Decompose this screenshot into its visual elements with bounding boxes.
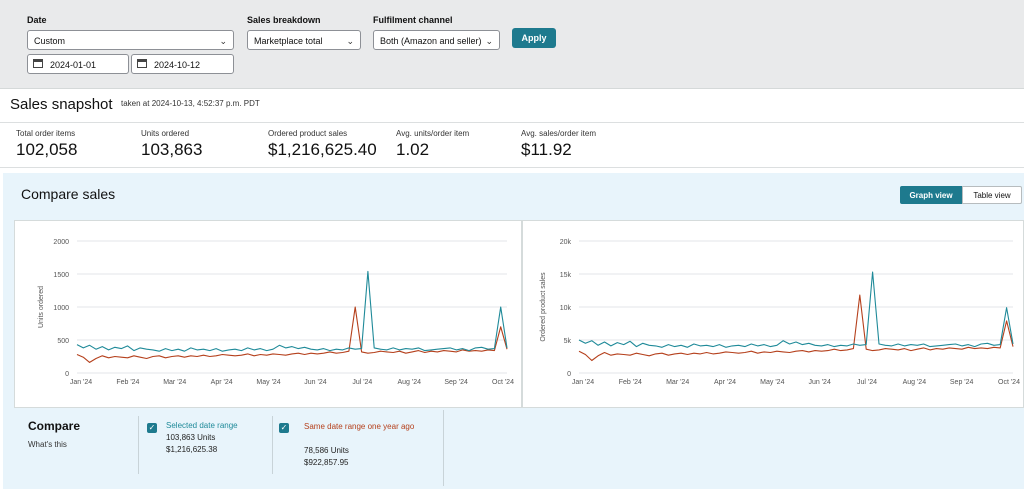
x-tick-label: Oct '24 bbox=[998, 379, 1020, 386]
prior-range-units: 78,586 Units bbox=[304, 446, 349, 455]
start-date-value: 2024-01-01 bbox=[50, 60, 97, 70]
metric-value: $1,216,625.40 bbox=[268, 140, 377, 159]
y-tick-label: 500 bbox=[57, 338, 69, 345]
date-preset-value: Custom bbox=[34, 36, 66, 46]
y-tick-label: 1000 bbox=[53, 305, 69, 312]
selected-range-units: 103,863 Units bbox=[166, 433, 216, 442]
y-tick-label: 5k bbox=[564, 338, 572, 345]
calendar-icon bbox=[137, 59, 147, 68]
whats-this-link[interactable]: What's this bbox=[28, 440, 67, 449]
x-tick-label: Jan '24 bbox=[70, 379, 92, 386]
chevron-down-icon: ⌄ bbox=[346, 36, 354, 46]
product-sales-chart: 20k 15k 10k 5k 0 Ordered product sales Jan '24… bbox=[522, 220, 1024, 408]
units-ordered-chart-svg: 2000 1500 1000 500 0 Units ordered Jan '24 Feb … bbox=[38, 239, 514, 386]
metric-value: 103,863 bbox=[141, 140, 203, 159]
y-tick-label: 0 bbox=[65, 371, 69, 378]
chevron-down-icon: ⌄ bbox=[485, 36, 493, 46]
fulfilment-channel-label: Fulfilment channel bbox=[373, 15, 453, 25]
x-tick-label: Mar '24 bbox=[163, 379, 186, 386]
metric-label: Avg. units/order item bbox=[396, 129, 470, 138]
x-tick-label: Jun '24 bbox=[304, 379, 326, 386]
date-label: Date bbox=[27, 15, 47, 25]
metric-value: 102,058 bbox=[16, 140, 78, 159]
snapshot-timestamp: taken at 2024-10-13, 4:52:37 p.m. PDT bbox=[121, 99, 260, 108]
x-tick-label: Apr '24 bbox=[211, 379, 233, 386]
prior-range-label: Same date range one year ago bbox=[304, 422, 415, 431]
x-tick-label: Oct '24 bbox=[492, 379, 514, 386]
end-date-value: 2024-10-12 bbox=[154, 60, 201, 70]
metric-label: Units ordered bbox=[141, 129, 190, 138]
calendar-icon bbox=[33, 59, 43, 68]
y-axis-label: Units ordered bbox=[38, 286, 45, 328]
x-tick-label: Feb '24 bbox=[116, 379, 139, 386]
x-tick-label: Feb '24 bbox=[619, 379, 642, 386]
start-date-input[interactable]: 2024-01-01 bbox=[27, 54, 129, 74]
selected-range-checkbox[interactable]: ✓ bbox=[147, 423, 157, 433]
x-tick-label: Jul '24 bbox=[857, 379, 877, 386]
filters-bar: Date Custom ⌄ 2024-01-01 2024-10-12 Sale… bbox=[0, 0, 1024, 89]
y-tick-label: 15k bbox=[560, 272, 572, 279]
divider bbox=[272, 416, 273, 474]
sales-snapshot-title: Sales snapshot bbox=[10, 96, 113, 113]
series-line bbox=[76, 306, 508, 363]
x-tick-label: Aug '24 bbox=[397, 379, 421, 386]
graph-view-toggle[interactable]: Graph view bbox=[900, 186, 962, 204]
divider bbox=[0, 122, 1024, 123]
y-tick-label: 10k bbox=[560, 305, 572, 312]
fulfilment-channel-value: Both (Amazon and seller) bbox=[380, 36, 482, 46]
prior-range-checkbox[interactable]: ✓ bbox=[279, 423, 289, 433]
metric-value: $11.92 bbox=[521, 140, 572, 159]
y-tick-label: 0 bbox=[567, 371, 571, 378]
date-preset-select[interactable]: Custom ⌄ bbox=[27, 30, 234, 50]
x-tick-label: Aug '24 bbox=[903, 379, 927, 386]
fulfilment-channel-select[interactable]: Both (Amazon and seller) ⌄ bbox=[373, 30, 500, 50]
x-tick-label: Jun '24 bbox=[808, 379, 830, 386]
x-tick-label: May '24 bbox=[760, 379, 784, 386]
product-sales-chart-svg: 20k 15k 10k 5k 0 Ordered product sales Jan '24… bbox=[540, 239, 1020, 386]
divider bbox=[138, 416, 139, 474]
metric-label: Avg. sales/order item bbox=[521, 129, 596, 138]
divider bbox=[0, 167, 1024, 168]
metric-label: Total order items bbox=[16, 129, 76, 138]
units-ordered-chart: 2000 1500 1000 500 0 Units ordered Jan '24 Feb … bbox=[14, 220, 522, 408]
x-tick-label: Jan '24 bbox=[572, 379, 594, 386]
series-line bbox=[578, 271, 1014, 348]
x-tick-label: Mar '24 bbox=[666, 379, 689, 386]
series-line bbox=[76, 270, 508, 352]
series-line bbox=[578, 294, 1014, 362]
compare-sales-title: Compare sales bbox=[21, 186, 116, 202]
x-tick-label: Jul '24 bbox=[352, 379, 372, 386]
x-tick-label: Sep '24 bbox=[444, 379, 468, 386]
end-date-input[interactable]: 2024-10-12 bbox=[131, 54, 234, 74]
y-axis-label: Ordered product sales bbox=[540, 272, 547, 342]
table-view-toggle[interactable]: Table view bbox=[962, 186, 1022, 204]
selected-range-sales: $1,216,625.38 bbox=[166, 445, 218, 454]
x-tick-label: Apr '24 bbox=[714, 379, 736, 386]
y-tick-label: 20k bbox=[560, 239, 572, 246]
y-tick-label: 2000 bbox=[53, 239, 69, 246]
apply-button[interactable]: Apply bbox=[512, 28, 556, 48]
metric-value: 1.02 bbox=[396, 140, 430, 159]
chevron-down-icon: ⌄ bbox=[219, 36, 227, 46]
sales-breakdown-label: Sales breakdown bbox=[247, 15, 321, 25]
sales-breakdown-select[interactable]: Marketplace total ⌄ bbox=[247, 30, 361, 50]
y-tick-label: 1500 bbox=[53, 272, 69, 279]
sales-breakdown-value: Marketplace total bbox=[254, 36, 323, 46]
compare-section-title: Compare bbox=[28, 419, 81, 433]
selected-range-label: Selected date range bbox=[166, 421, 238, 430]
x-tick-label: Sep '24 bbox=[950, 379, 974, 386]
divider bbox=[443, 410, 444, 486]
metric-label: Ordered product sales bbox=[268, 129, 348, 138]
x-tick-label: May '24 bbox=[256, 379, 280, 386]
prior-range-sales: $922,857.95 bbox=[304, 458, 349, 467]
